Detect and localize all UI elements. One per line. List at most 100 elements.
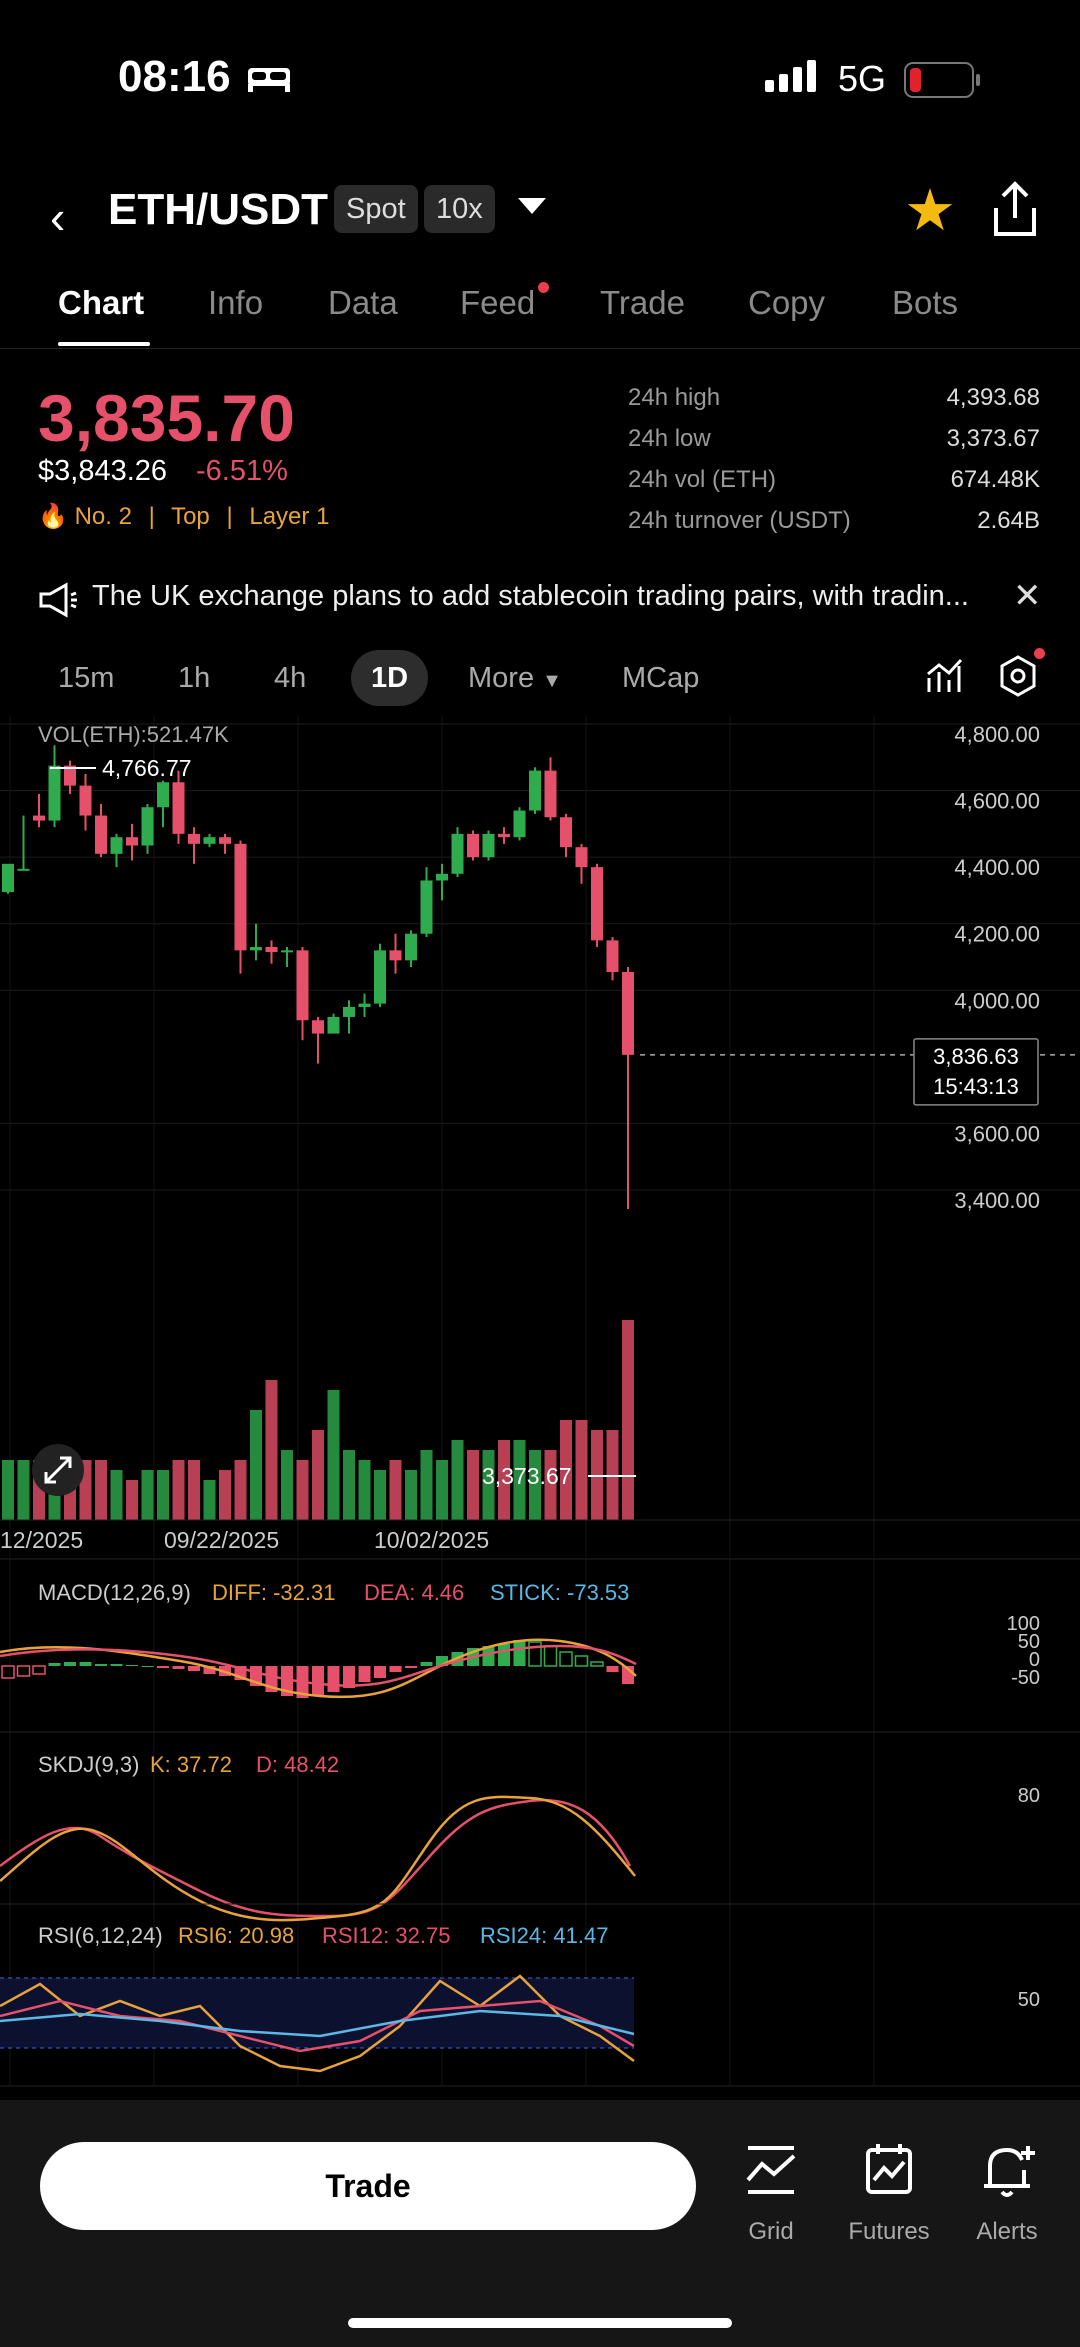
- volume-bar: [327, 1390, 340, 1520]
- tab-trade[interactable]: Trade: [600, 284, 685, 321]
- macd-bar: [543, 1645, 558, 1667]
- timeframe-4h[interactable]: 4h: [274, 662, 307, 694]
- candle: [498, 833, 510, 838]
- volume-bar: [188, 1460, 200, 1520]
- volume-bar: [498, 1440, 510, 1520]
- candle: [95, 815, 107, 854]
- candle: [405, 933, 417, 961]
- chart-settings-icon[interactable]: [998, 654, 1038, 698]
- futures-label[interactable]: Futures: [848, 2218, 930, 2245]
- timeframe-15m[interactable]: 15m: [58, 662, 115, 694]
- candle: [281, 950, 293, 953]
- macd-bar: [528, 1641, 542, 1667]
- tab-data[interactable]: Data: [328, 284, 398, 321]
- tag-top[interactable]: Top: [171, 503, 210, 530]
- candle: [64, 765, 76, 786]
- caret-down-icon: ▼: [542, 670, 562, 692]
- price-chart[interactable]: VOL(ETH):521.47K 4,800.00 4,600.00 4,400.0…: [0, 716, 1080, 2096]
- status-bar: 08:16 5G: [0, 0, 1080, 150]
- candle: [575, 847, 588, 868]
- tab-bots[interactable]: Bots: [892, 284, 959, 321]
- news-banner[interactable]: The UK exchange plans to add stablecoin …: [0, 577, 1080, 628]
- y-tick: 3,600.00: [954, 1121, 1040, 1146]
- candle: [312, 1020, 324, 1034]
- stat-label: 24h high: [628, 384, 721, 411]
- volume-bar: [250, 1410, 262, 1520]
- timeframe-1d[interactable]: 1D: [351, 650, 429, 706]
- skdj-tick: 80: [1018, 1785, 1040, 1807]
- pair-title[interactable]: ETH/USDT: [108, 185, 328, 234]
- volume-bar: [560, 1420, 572, 1520]
- volume-bar: [219, 1470, 231, 1520]
- y-tick: 4,600.00: [954, 789, 1040, 814]
- macd-dea-line: [0, 1644, 637, 1687]
- expand-icon[interactable]: [32, 1444, 84, 1496]
- macd-bar: [203, 1666, 216, 1674]
- rsi24: RSI24: 41.47: [480, 1923, 608, 1948]
- candle: [126, 837, 138, 846]
- candle: [157, 782, 169, 808]
- trade-button[interactable]: Trade: [40, 2142, 696, 2230]
- volume-bar: [157, 1470, 169, 1520]
- volume-bar: [2, 1460, 14, 1520]
- leverage-badge: 10x: [424, 185, 495, 233]
- share-icon[interactable]: [990, 180, 1040, 240]
- tag-layer1[interactable]: Layer 1: [249, 503, 330, 530]
- tab-info[interactable]: Info: [208, 284, 264, 321]
- candle-countdown: 15:43:13: [933, 1074, 1019, 1099]
- candle: [296, 950, 309, 1021]
- stat-label: 24h vol (ETH): [628, 466, 777, 493]
- tab-chart[interactable]: Chart: [58, 284, 145, 321]
- bottom-action-bar: Trade Grid Futures Alerts: [0, 2100, 1080, 2347]
- grid-label[interactable]: Grid: [748, 2218, 794, 2245]
- macd-bar: [513, 1640, 526, 1666]
- pair-dropdown-icon[interactable]: [518, 198, 546, 214]
- futures-icon[interactable]: [844, 2140, 934, 2200]
- grid-icon[interactable]: [726, 2140, 816, 2200]
- favorite-star-icon[interactable]: ★: [904, 178, 956, 243]
- volume-bar: [544, 1450, 557, 1520]
- volume-bar: [265, 1380, 278, 1520]
- sleep-focus-icon: [248, 68, 290, 92]
- rsi6: RSI6: 20.98: [178, 1923, 294, 1948]
- macd-tick: -50: [1011, 1667, 1040, 1689]
- active-tab-indicator: [58, 342, 150, 346]
- mcap-toggle[interactable]: MCap: [622, 662, 700, 694]
- volume-bar: [482, 1450, 495, 1520]
- candle: [33, 815, 45, 821]
- timeframe-more[interactable]: More ▼: [468, 650, 562, 706]
- skdj-label: SKDJ(9,3): [38, 1752, 139, 1777]
- candle: [358, 1003, 371, 1007]
- alerts-bell-icon[interactable]: [962, 2140, 1052, 2200]
- tab-copy[interactable]: Copy: [748, 284, 826, 321]
- stat-label: 24h turnover (USDT): [628, 507, 851, 534]
- candle: [203, 837, 216, 844]
- macd-bar: [95, 1664, 107, 1666]
- candle: [2, 863, 14, 893]
- macd-bar: [281, 1666, 293, 1696]
- stat-label: 24h low: [628, 425, 711, 452]
- rsi-label: RSI(6,12,24): [38, 1923, 163, 1948]
- stat-value: 3,373.67: [946, 425, 1040, 452]
- tab-feed[interactable]: Feed: [460, 284, 536, 321]
- skdj-k: K: 37.72: [150, 1752, 232, 1777]
- timeframe-1h[interactable]: 1h: [178, 662, 211, 694]
- volume-bar: [622, 1320, 634, 1520]
- macd-bar: [606, 1666, 619, 1672]
- y-tick: 4,000.00: [954, 988, 1040, 1013]
- volume-bar: [110, 1470, 123, 1520]
- alerts-label[interactable]: Alerts: [976, 2218, 1038, 2245]
- stat-value: 674.48K: [950, 466, 1040, 493]
- macd-bar: [436, 1656, 448, 1666]
- close-icon[interactable]: ✕: [1013, 577, 1042, 615]
- stat-value: 4,393.68: [946, 384, 1040, 411]
- y-tick: 3,400.00: [954, 1188, 1040, 1213]
- stat-value: 2.64B: [977, 507, 1040, 534]
- low-marker-label: 3,373.67: [482, 1463, 572, 1489]
- candle: [591, 867, 603, 941]
- indicator-icon[interactable]: [926, 656, 964, 696]
- back-chevron-icon[interactable]: ‹: [50, 191, 66, 243]
- macd-bar: [590, 1661, 604, 1667]
- macd-dea: DEA: 4.46: [364, 1580, 464, 1605]
- news-text[interactable]: The UK exchange plans to add stablecoin …: [92, 580, 969, 612]
